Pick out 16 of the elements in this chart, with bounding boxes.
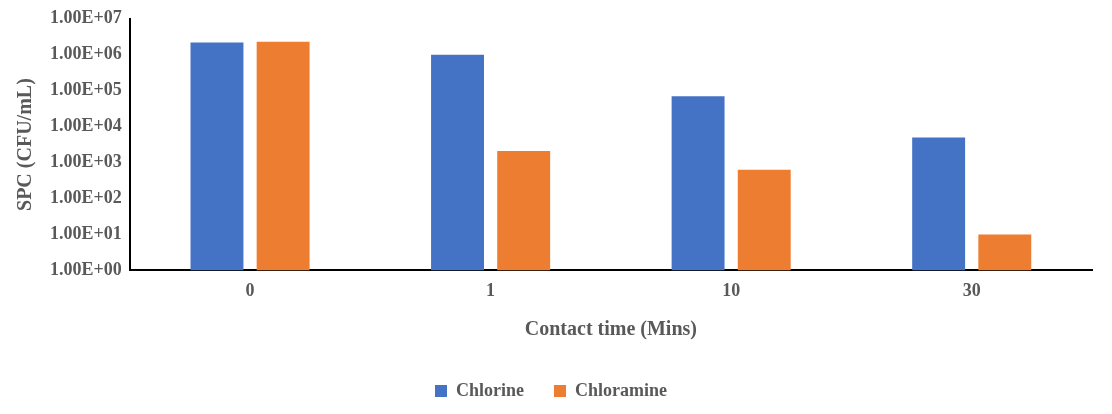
y-axis-title: SPC (CFU/mL) bbox=[13, 78, 37, 211]
x-axis-title: Contact time (Mins) bbox=[524, 317, 697, 341]
x-tick-label: 0 bbox=[245, 279, 255, 300]
y-tick-label: 1.00E+00 bbox=[50, 259, 122, 280]
y-tick-label: 1.00E+07 bbox=[50, 7, 122, 28]
y-tick-label: 1.00E+01 bbox=[50, 223, 122, 244]
y-tick-label: 1.00E+04 bbox=[50, 115, 122, 136]
y-tick-label: 1.00E+05 bbox=[50, 79, 122, 100]
y-tick-label: 1.00E+02 bbox=[50, 187, 122, 208]
y-tick-label: 1.00E+06 bbox=[50, 43, 122, 64]
x-tick-label: 1 bbox=[486, 279, 496, 300]
x-tick-label: 30 bbox=[962, 279, 981, 300]
y-tick-label: 1.00E+03 bbox=[50, 151, 122, 172]
legend-label: Chloramine bbox=[575, 379, 668, 400]
x-tick-label: 10 bbox=[722, 279, 741, 300]
legend-label: Chlorine bbox=[456, 379, 525, 400]
